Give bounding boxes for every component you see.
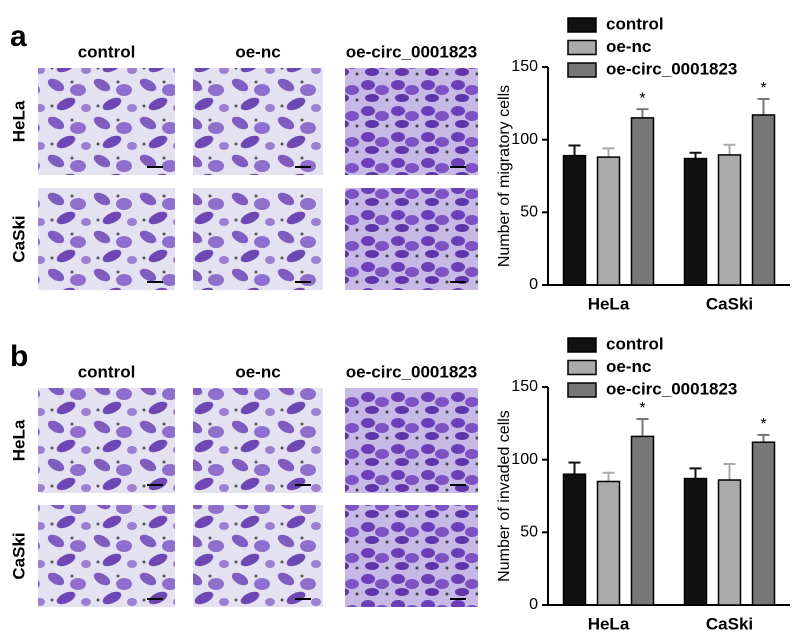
bar: [751, 114, 776, 286]
column-header: oe-nc: [235, 362, 280, 381]
bar: [683, 157, 708, 286]
legend-label: oe-circ_0001823: [606, 379, 737, 398]
row-label: HeLa: [9, 419, 28, 461]
micrograph: [38, 505, 175, 607]
row-label: CaSki: [9, 532, 28, 579]
significance-marker: *: [760, 416, 766, 433]
micrograph: [193, 68, 323, 175]
bar: [630, 435, 655, 606]
legend-swatch: [567, 17, 597, 33]
legend-label: control: [606, 334, 664, 353]
y-axis-label: Number of migratory cells: [496, 85, 513, 267]
x-tick-label: HeLa: [588, 294, 630, 313]
y-tick-label: 0: [529, 596, 538, 613]
legend-swatch: [567, 359, 597, 376]
significance-marker: *: [760, 80, 766, 97]
legend-swatch: [567, 39, 597, 56]
y-tick-label: 50: [520, 524, 538, 541]
legend-label: oe-nc: [606, 357, 651, 376]
micrograph: [193, 388, 323, 493]
legend-label: oe-nc: [606, 37, 651, 56]
micrograph: [38, 388, 175, 493]
legend-label: oe-circ_0001823: [606, 59, 737, 78]
y-axis-label: Number of invaded cells: [496, 410, 513, 582]
legend-swatch: [567, 382, 597, 398]
y-tick-label: 150: [511, 378, 538, 395]
legend-label: control: [606, 14, 664, 33]
bar: [596, 480, 621, 606]
y-tick-label: 50: [520, 204, 538, 221]
row-label: HeLa: [9, 100, 28, 142]
y-tick-label: 100: [511, 451, 538, 468]
y-tick-label: 100: [511, 131, 538, 148]
row-label: CaSki: [9, 215, 28, 262]
y-tick-label: 150: [511, 58, 538, 75]
bar: [717, 154, 742, 286]
micrograph: [193, 505, 323, 607]
column-header: oe-circ_0001823: [346, 42, 477, 61]
x-tick-label: CaSki: [706, 614, 753, 633]
column-header: control: [78, 42, 136, 61]
legend-swatch: [567, 62, 597, 78]
panel-label: b: [10, 340, 28, 373]
micrograph: [345, 388, 478, 493]
bar: [717, 479, 742, 606]
micrograph: [193, 188, 323, 290]
bar: [562, 154, 587, 286]
y-tick-label: 0: [529, 276, 538, 293]
micrograph: [38, 188, 175, 290]
micrograph: [345, 505, 478, 607]
column-header: oe-circ_0001823: [346, 362, 477, 381]
bar: [751, 441, 776, 606]
micrograph: [345, 68, 478, 175]
panel-label: a: [10, 20, 27, 53]
micrograph: [345, 188, 478, 290]
bar: [596, 156, 621, 286]
bar: [683, 477, 708, 606]
legend-swatch: [567, 337, 597, 353]
significance-marker: *: [639, 90, 645, 107]
column-header: control: [78, 362, 136, 381]
bar: [562, 473, 587, 606]
column-header: oe-nc: [235, 42, 280, 61]
micrograph: [38, 68, 175, 175]
x-tick-label: CaSki: [706, 294, 753, 313]
bar: [630, 117, 655, 286]
x-tick-label: HeLa: [588, 614, 630, 633]
significance-marker: *: [639, 400, 645, 417]
